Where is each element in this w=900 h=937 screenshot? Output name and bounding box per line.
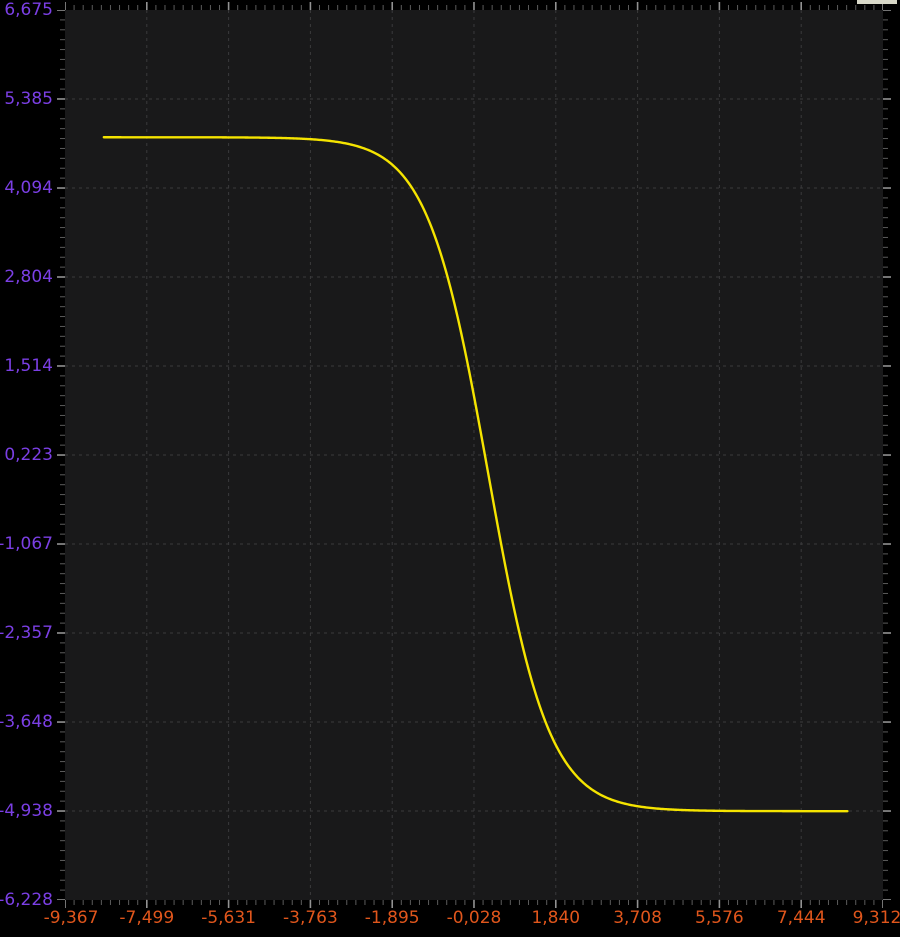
- plot-area[interactable]: [65, 10, 883, 900]
- x-axis[interactable]: [65, 900, 883, 908]
- y-tick-label: -4,938: [0, 801, 53, 822]
- y-tick-label: 5,385: [4, 88, 53, 109]
- y-axis-right[interactable]: [883, 10, 891, 900]
- top-right-marker-strip: [857, 0, 897, 4]
- x-tick-labels: -9,367 -7,499 -5,631 -3,763 -1,895 -0,028 1,84…: [0, 908, 900, 937]
- y-tick-label: 1,514: [4, 355, 53, 376]
- curve-series: [102, 136, 849, 813]
- y-axis[interactable]: [57, 10, 65, 900]
- y-tick-label: 4,094: [4, 178, 53, 199]
- y-tick-label: 2,804: [4, 267, 53, 287]
- x-tick-label: -0,028: [446, 908, 502, 928]
- y-tick-label: -1,067: [0, 534, 53, 554]
- x-tick-label: -9,367: [43, 908, 99, 928]
- x-tick-label: 9,312: [852, 908, 900, 928]
- x-tick-label: -5,631: [201, 908, 256, 928]
- x-tick-label: -1,895: [364, 908, 420, 928]
- y-tick-label: 6,675: [4, 0, 53, 20]
- y-tick-label: -6,228: [0, 890, 53, 910]
- x-tick-label: 1,840: [531, 908, 581, 928]
- y-tick-label: -2,357: [0, 622, 53, 643]
- x-tick-label: 5,576: [695, 908, 744, 928]
- x-axis-top[interactable]: [65, 2, 883, 10]
- x-tick-label: 3,708: [613, 908, 662, 928]
- y-tick-label: -3,648: [0, 712, 53, 733]
- x-tick-label: -7,499: [119, 908, 175, 928]
- y-tick-label: 0,223: [4, 445, 53, 466]
- x-tick-label: 7,444: [776, 908, 826, 928]
- y-tick-labels: 6,675 5,385 4,094 2,804 1,514 0,223 -1,067 -2,3…: [0, 0, 53, 937]
- grid-lines: [65, 10, 883, 900]
- x-tick-label: -3,763: [283, 908, 338, 928]
